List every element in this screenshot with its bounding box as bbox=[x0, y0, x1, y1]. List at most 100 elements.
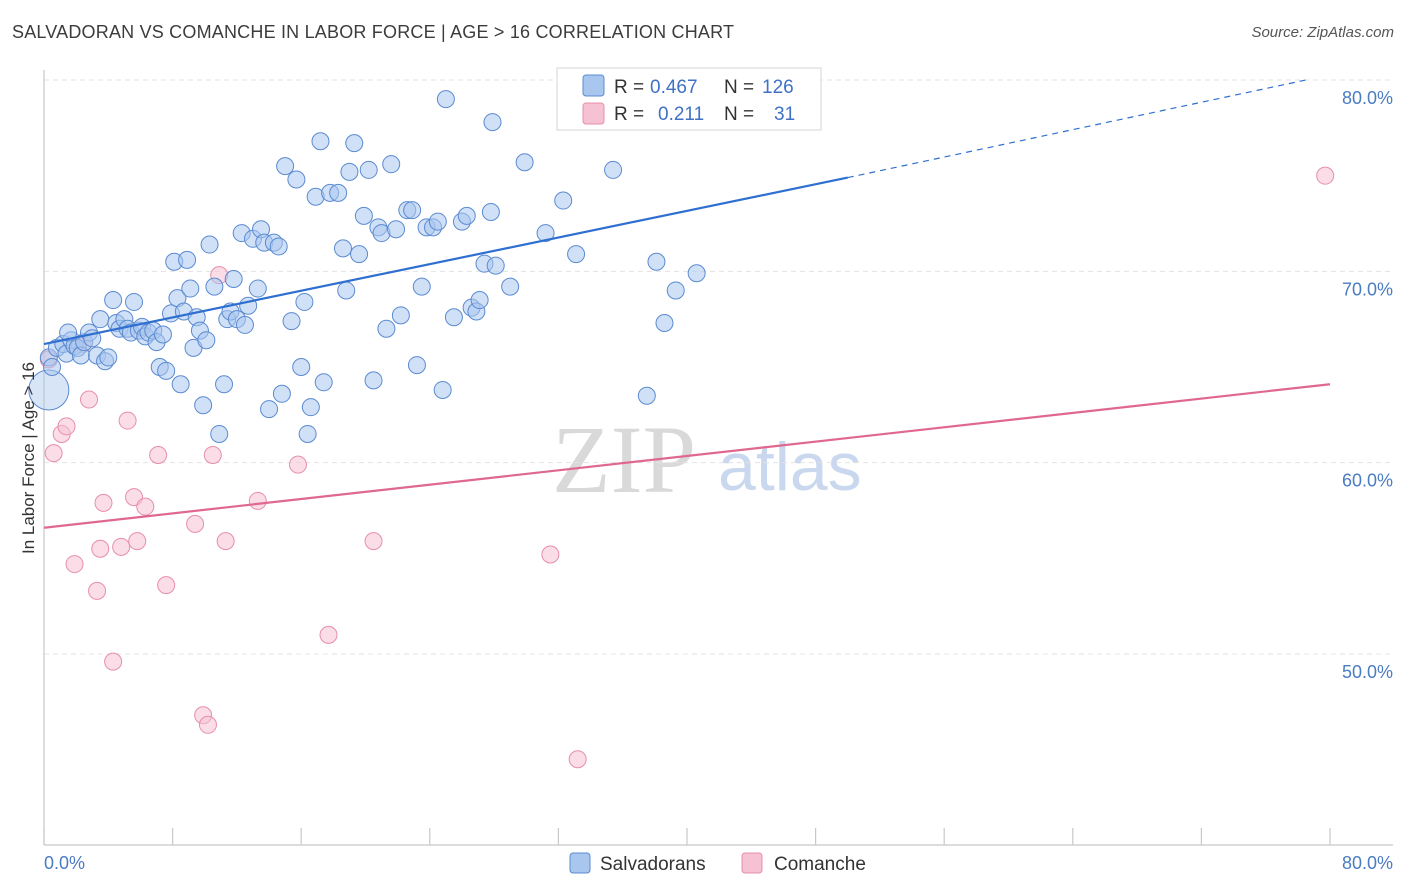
data-point bbox=[403, 201, 422, 220]
data-point bbox=[483, 113, 502, 132]
legend-r-value-pink: 0.211 bbox=[658, 104, 704, 125]
x-axis-ticks bbox=[43, 828, 1331, 845]
data-point bbox=[554, 191, 573, 210]
data-point bbox=[407, 356, 426, 375]
data-point bbox=[382, 155, 401, 174]
data-point bbox=[216, 532, 235, 551]
data-point bbox=[128, 532, 147, 551]
data-point bbox=[104, 652, 123, 671]
y-tick-label-70: 70.0% bbox=[1342, 279, 1393, 299]
data-point bbox=[364, 371, 383, 390]
data-point bbox=[197, 331, 216, 350]
data-point bbox=[301, 398, 320, 417]
correlation-legend: R = 0.467 N = 126 R = 0.211 N = 31 bbox=[556, 67, 822, 131]
y-tick-label-50: 50.0% bbox=[1342, 662, 1393, 682]
data-point bbox=[235, 315, 254, 334]
data-point bbox=[215, 375, 234, 394]
data-point bbox=[319, 625, 338, 644]
data-point bbox=[666, 281, 685, 300]
data-point bbox=[224, 269, 243, 288]
x-tick-label-min: 0.0% bbox=[44, 853, 85, 873]
watermark-zip: ZIP bbox=[552, 406, 696, 513]
data-point bbox=[387, 220, 406, 239]
data-point bbox=[350, 245, 369, 264]
data-point bbox=[515, 153, 534, 172]
legend-swatch-blue bbox=[582, 74, 605, 97]
data-point bbox=[433, 380, 452, 399]
x-tick-label-max: 80.0% bbox=[1342, 853, 1393, 873]
data-point bbox=[311, 132, 330, 151]
legend-r-value-blue: 0.467 bbox=[650, 77, 698, 98]
data-point bbox=[104, 291, 123, 310]
data-point bbox=[91, 310, 110, 329]
data-point bbox=[43, 358, 62, 376]
data-point bbox=[181, 279, 200, 298]
data-point bbox=[157, 576, 176, 595]
data-point bbox=[198, 715, 217, 734]
data-point bbox=[276, 157, 295, 176]
data-point bbox=[541, 545, 560, 564]
data-point bbox=[178, 250, 197, 269]
y-tick-label-60: 60.0% bbox=[1342, 471, 1393, 491]
data-point bbox=[125, 292, 144, 311]
data-point bbox=[65, 555, 84, 574]
chart-title: SALVADORAN VS COMANCHE IN LABOR FORCE | … bbox=[12, 22, 735, 42]
data-point bbox=[354, 206, 373, 225]
legend-r-label-blue: R = bbox=[614, 77, 644, 98]
data-point bbox=[470, 291, 489, 310]
data-point bbox=[210, 424, 229, 443]
data-point bbox=[501, 277, 520, 296]
data-point bbox=[567, 245, 586, 264]
data-point bbox=[99, 348, 118, 367]
data-point bbox=[1316, 166, 1335, 185]
series-swatch-comanche bbox=[741, 852, 763, 874]
data-point bbox=[94, 493, 113, 512]
y-axis-title: In Labor Force | Age > 16 bbox=[19, 362, 38, 554]
data-point bbox=[444, 308, 463, 327]
data-point bbox=[314, 373, 333, 392]
legend-swatch-pink bbox=[582, 102, 605, 125]
data-point bbox=[359, 160, 378, 179]
data-point bbox=[136, 497, 155, 516]
data-point bbox=[203, 446, 222, 465]
data-point bbox=[345, 134, 364, 153]
data-point bbox=[329, 183, 348, 202]
data-point bbox=[391, 306, 410, 325]
data-point bbox=[377, 319, 396, 338]
salvadoran-trend-extension bbox=[847, 79, 1307, 179]
legend-r-label-pink: R = bbox=[614, 104, 644, 125]
data-point bbox=[248, 491, 267, 510]
data-point bbox=[292, 358, 311, 376]
series-label-salvadorans: Salvadorans bbox=[600, 854, 706, 875]
data-point bbox=[687, 264, 706, 283]
data-point bbox=[486, 256, 505, 275]
y-tick-label-80: 80.0% bbox=[1342, 88, 1393, 108]
data-point bbox=[260, 400, 279, 419]
data-point bbox=[655, 313, 674, 332]
watermark-atlas: atlas bbox=[718, 429, 862, 505]
data-point bbox=[364, 532, 383, 551]
data-point bbox=[637, 386, 656, 405]
series-label-comanche: Comanche bbox=[774, 854, 866, 875]
data-point bbox=[91, 539, 110, 558]
data-point bbox=[288, 455, 307, 474]
data-point bbox=[118, 411, 137, 430]
salvadoran-points bbox=[28, 90, 706, 443]
data-point bbox=[295, 292, 314, 311]
legend-n-label-blue: N = bbox=[724, 77, 754, 98]
series-legend: Salvadorans Comanche bbox=[569, 852, 866, 875]
data-point bbox=[287, 170, 306, 189]
data-point bbox=[481, 203, 500, 222]
data-point bbox=[647, 252, 666, 271]
data-point bbox=[298, 424, 317, 443]
data-point bbox=[205, 277, 224, 296]
data-point bbox=[333, 239, 352, 258]
data-point bbox=[171, 375, 190, 394]
data-point bbox=[200, 235, 219, 254]
salvadoran-trend-line bbox=[43, 176, 848, 346]
series-swatch-salvadorans bbox=[569, 852, 591, 874]
data-point bbox=[153, 325, 172, 344]
data-point bbox=[194, 396, 213, 415]
data-point bbox=[412, 277, 431, 296]
